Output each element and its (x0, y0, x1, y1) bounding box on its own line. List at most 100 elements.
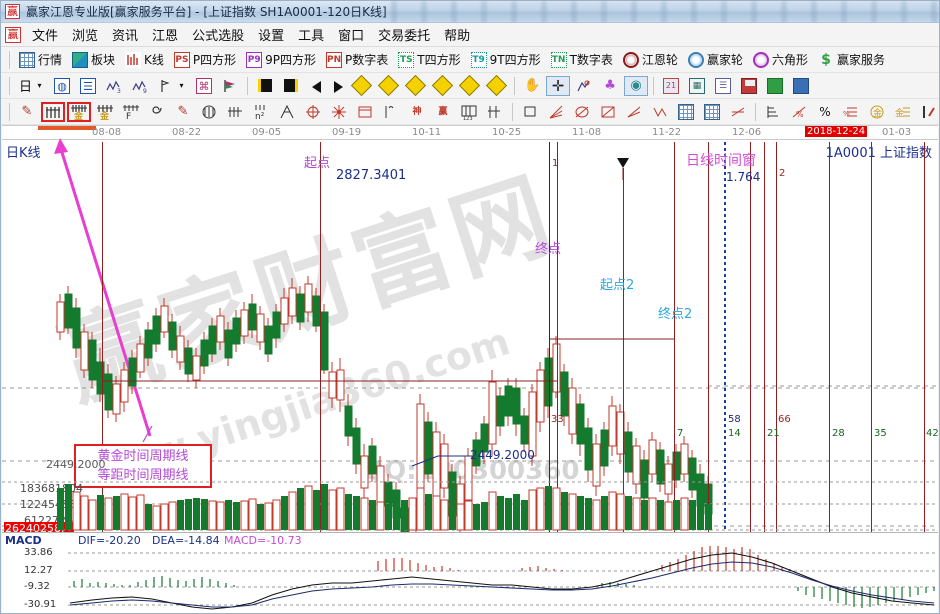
drawtool-gold-cycle-line[interactable]: 金 (67, 101, 91, 122)
drawtool-percent[interactable]: % (813, 102, 837, 122)
toolbar-button-zoom-right[interactable] (376, 74, 401, 97)
toolbar-button-pointer-draw[interactable] (572, 76, 596, 96)
drawtool-box-diag[interactable] (596, 102, 620, 122)
drawtool-candle-pen[interactable] (917, 102, 940, 122)
toolbar-button-next[interactable] (327, 77, 347, 95)
cycle-line[interactable] (924, 142, 925, 532)
time-window-line[interactable] (724, 142, 726, 532)
toolbar-button-hexagon[interactable]: 六角形 (749, 49, 812, 70)
drawtool-ellipse[interactable] (570, 102, 594, 122)
drawtool-equal-cycle-line[interactable] (41, 101, 65, 122)
toolbar-button-wave3[interactable]: 3 (102, 76, 126, 96)
menu-item-window[interactable]: 窗口 (338, 29, 365, 44)
toolbar-button-zoom-both[interactable] (403, 74, 428, 97)
toolbar-button-9p-square[interactable]: P9 9P四方形 (242, 49, 320, 70)
drawtool-gold-lines[interactable]: 金 (891, 102, 915, 122)
toolbar-button-quote[interactable]: 行情 (15, 49, 66, 70)
toolbar-button-calculator[interactable]: ▦ (685, 76, 709, 96)
toolbar-button-fan[interactable]: ⌘ (192, 76, 216, 96)
drawtool-table123[interactable]: 123 (457, 102, 481, 122)
toolbar-button-calendar[interactable]: 21 (659, 76, 683, 96)
drawtool-shen[interactable]: 神 (405, 102, 429, 122)
cycle-line[interactable] (557, 142, 558, 532)
toolbar-button-winner-wheel[interactable]: 赢家轮 (684, 49, 747, 70)
toolbar-button-kline[interactable]: K线 (121, 49, 168, 70)
toolbar-button-hand[interactable]: ✋ (520, 76, 544, 96)
toolbar-button-blocks[interactable]: 板块 (68, 49, 119, 70)
cycle-line[interactable] (674, 142, 675, 532)
cycle-line[interactable] (708, 142, 709, 532)
drawtool-angle[interactable] (275, 102, 299, 122)
drawtool-circle-grid[interactable] (197, 102, 221, 122)
toolbar-button-zoom-left[interactable] (349, 74, 374, 97)
drawtool-gold-grid[interactable]: 金 (93, 102, 117, 122)
toolbar-button-zoom-multi[interactable] (457, 74, 482, 97)
drawtool-zigzag[interactable] (648, 102, 672, 122)
toolbar-button-brain[interactable]: ◉ (624, 75, 649, 96)
toolbar-button-prev[interactable] (305, 77, 325, 95)
toolbar-button-zoom-updown[interactable] (484, 74, 509, 97)
drawtool-window[interactable] (353, 102, 377, 122)
menu-item-help[interactable]: 帮助 (444, 29, 471, 44)
toolbar-button-winner-service[interactable]: $ 赢家服务 (814, 49, 889, 70)
cycle-line[interactable] (750, 142, 751, 532)
toolbar-button-first-page[interactable] (253, 76, 277, 95)
menu-item-settings[interactable]: 设置 (258, 29, 285, 44)
toolbar-button-notes[interactable]: ☰ (711, 76, 735, 96)
drawtool-percent-fan[interactable]: % (787, 102, 811, 122)
toolbar-button-save[interactable] (737, 76, 761, 96)
period-selector[interactable]: 日 ▾ (15, 74, 48, 97)
cycle-line[interactable] (102, 142, 103, 532)
cycle-line[interactable] (871, 142, 872, 532)
cycle-line[interactable] (776, 142, 777, 532)
toolbar-button-list[interactable]: ☰ (76, 76, 100, 96)
drawtool-pen-red[interactable]: ✎ (171, 102, 195, 122)
drawtool-pencil[interactable]: ✎ (15, 102, 39, 122)
drawtool-spiral[interactable] (145, 102, 169, 122)
cycle-line[interactable] (829, 142, 830, 532)
drawtool-target[interactable] (301, 102, 325, 122)
drawtool-fib-f[interactable]: F (119, 102, 143, 122)
drawtool-trend[interactable] (726, 102, 750, 122)
drawtool-n2[interactable]: n² (249, 102, 273, 122)
toolbar-button-gann-wheel[interactable]: 江恩轮 (619, 49, 682, 70)
menu-item-trade[interactable]: 交易委托 (378, 29, 431, 44)
toolbar-button-crosshair[interactable]: ✛ (546, 75, 571, 96)
toolbar-button-p-square[interactable]: PS P四方形 (170, 49, 240, 70)
toolbar-button-9t-square[interactable]: T9 9T四方形 (467, 49, 545, 70)
menu-item-news[interactable]: 资讯 (112, 29, 139, 44)
toolbar-button-wave9[interactable]: 9 (128, 76, 152, 96)
toolbar-button-t-square[interactable]: TS T四方形 (394, 49, 464, 70)
toolbar-button-print[interactable] (789, 76, 813, 96)
toolbar-button-globe[interactable]: ◍ (50, 76, 74, 96)
drawtool-ladder[interactable] (761, 102, 785, 122)
toolbar-button-flag[interactable]: ▾ (154, 76, 190, 96)
drawtool-gold-circle[interactable]: 金 (865, 102, 889, 122)
toolbar-button-copy[interactable] (763, 76, 787, 96)
menu-item-browse[interactable]: 浏览 (72, 29, 99, 44)
toolbar-button-p-number-table[interactable]: PN P数字表 (322, 49, 392, 70)
drawtool-wave-mark[interactable] (379, 102, 403, 122)
drawtool-grid-b[interactable] (700, 102, 724, 122)
menu-item-gann[interactable]: 江恩 (152, 29, 179, 44)
equal-cycle-line[interactable] (549, 142, 550, 532)
cycle-line[interactable] (764, 142, 765, 532)
drawtool-hh[interactable] (483, 102, 507, 122)
toolbar-button-last-page[interactable] (279, 76, 303, 95)
drawtool-grid-lines[interactable] (223, 102, 247, 122)
toolbar-button-t-number-table[interactable]: TN T数字表 (547, 49, 617, 70)
drawtool-rect[interactable] (518, 102, 542, 122)
drawtool-grid-a[interactable] (674, 102, 698, 122)
toolbar-button-color-flag[interactable] (218, 76, 242, 96)
toolbar-button-zoom-star[interactable] (430, 74, 455, 97)
menu-item-formula[interactable]: 公式选股 (192, 29, 245, 44)
menu-item-tools[interactable]: 工具 (298, 29, 325, 44)
menu-item-file[interactable]: 文件 (32, 29, 59, 44)
chart-canvas[interactable]: 08-08 08-22 09-05 09-19 10-11 10-25 11-0… (2, 125, 938, 613)
cycle-line[interactable] (623, 168, 624, 532)
cycle-line[interactable] (320, 142, 321, 532)
drawtool-fan-red[interactable] (544, 102, 568, 122)
toolbar-button-tree[interactable]: ♣ (598, 76, 622, 96)
drawtool-percent-lines[interactable]: % (839, 102, 863, 122)
drawtool-ying[interactable]: 赢 (431, 102, 455, 122)
